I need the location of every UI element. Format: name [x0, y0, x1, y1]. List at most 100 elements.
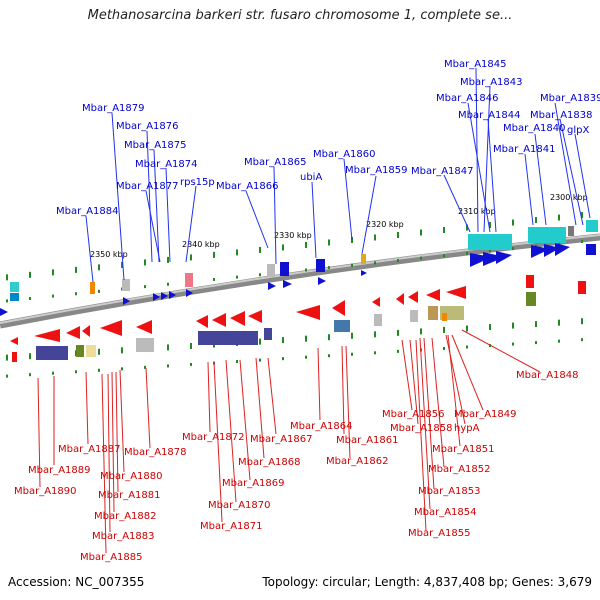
- tick-mark: [282, 244, 284, 251]
- gene-label[interactable]: Mbar_A1838: [530, 110, 593, 121]
- gene-label[interactable]: Mbar_A1872: [182, 432, 245, 443]
- tick-mark: [29, 297, 31, 301]
- gene-label[interactable]: Mbar_A1852: [428, 464, 491, 475]
- gene-label[interactable]: Mbar_A1877: [116, 181, 179, 192]
- tick-mark: [420, 256, 422, 260]
- tick-mark: [167, 364, 169, 368]
- gene-label[interactable]: Mbar_A1878: [124, 447, 187, 458]
- tick-mark: [466, 251, 468, 255]
- gene-label[interactable]: Mbar_A1861: [336, 435, 399, 446]
- tick-mark: [167, 282, 169, 286]
- gene-label[interactable]: Mbar_A1881: [98, 490, 161, 501]
- gene-label[interactable]: ubiA: [300, 172, 322, 183]
- tick-mark: [351, 352, 353, 356]
- gene-label[interactable]: Mbar_A1859: [345, 165, 408, 176]
- gene-label[interactable]: Mbar_A1870: [208, 500, 271, 511]
- gene-label[interactable]: Mbar_A1890: [14, 486, 77, 497]
- tick-mark: [213, 251, 215, 258]
- gene-label[interactable]: Mbar_A1885: [80, 552, 143, 563]
- gene-label[interactable]: Mbar_A1868: [238, 457, 301, 468]
- tick-mark: [236, 275, 238, 279]
- tick-mark: [374, 331, 376, 338]
- gene-label[interactable]: rps15p: [180, 177, 215, 188]
- tick-mark: [581, 338, 583, 342]
- tick-mark: [328, 266, 330, 270]
- tick-mark: [397, 258, 399, 262]
- tick-mark: [374, 351, 376, 355]
- gene-label[interactable]: Mbar_A1864: [290, 421, 353, 432]
- gene-label[interactable]: Mbar_A1866: [216, 181, 279, 192]
- tick-mark: [489, 324, 491, 331]
- gene-label[interactable]: Mbar_A1884: [56, 206, 119, 217]
- tick-mark: [259, 246, 261, 253]
- tick-label: 2300 kbp: [550, 193, 588, 202]
- gene-label[interactable]: Mbar_A1865: [244, 157, 307, 168]
- gene-label[interactable]: Mbar_A1840: [503, 123, 566, 134]
- gene-label[interactable]: Mbar_A1856: [382, 409, 445, 420]
- gene-label[interactable]: Mbar_A1853: [418, 486, 481, 497]
- gene-label[interactable]: Mbar_A1845: [444, 59, 507, 70]
- gene-label[interactable]: Mbar_A1862: [326, 456, 389, 467]
- gene-label[interactable]: Mbar_A1887: [58, 444, 121, 455]
- gene-label[interactable]: Mbar_A1871: [200, 521, 263, 532]
- tick-mark: [535, 217, 537, 224]
- gene-label[interactable]: Mbar_A1860: [313, 149, 376, 160]
- tick-label: 2340 kbp: [182, 240, 220, 249]
- tick-mark: [443, 326, 445, 333]
- top-leaders: [85, 67, 591, 283]
- gene-label[interactable]: Mbar_A1867: [250, 434, 313, 445]
- gene-label[interactable]: Mbar_A1858: [390, 423, 453, 434]
- tick-mark: [167, 344, 169, 351]
- gene-label[interactable]: Mbar_A1880: [100, 471, 163, 482]
- tick-mark: [236, 360, 238, 364]
- gene-label[interactable]: hypA: [454, 423, 480, 434]
- tick-mark: [213, 277, 215, 281]
- tick-mark: [305, 355, 307, 359]
- gene-label[interactable]: Mbar_A1876: [116, 121, 179, 132]
- tick-mark: [443, 254, 445, 258]
- tick-mark: [558, 319, 560, 326]
- tick-mark: [29, 373, 31, 377]
- gene-label[interactable]: Mbar_A1875: [124, 140, 187, 151]
- tick-mark: [190, 342, 192, 349]
- tick-mark: [512, 342, 514, 346]
- tick-mark: [581, 318, 583, 325]
- gene-label[interactable]: Mbar_A1839: [540, 93, 600, 104]
- tick-mark: [98, 264, 100, 271]
- gene-label[interactable]: Mbar_A1889: [28, 465, 91, 476]
- tick-mark: [489, 249, 491, 253]
- tick-mark: [52, 269, 54, 276]
- gene-label[interactable]: Mbar_A1879: [82, 103, 145, 114]
- tick-mark: [581, 212, 583, 219]
- tick-mark: [98, 348, 100, 355]
- gene-label[interactable]: Mbar_A1869: [222, 478, 285, 489]
- gene-label[interactable]: Mbar_A1849: [454, 409, 517, 420]
- gene-label[interactable]: Mbar_A1851: [432, 444, 495, 455]
- tick-mark: [75, 292, 77, 296]
- tick-mark: [397, 329, 399, 336]
- gene-label[interactable]: Mbar_A1843: [460, 77, 523, 88]
- gene-label[interactable]: Mbar_A1854: [414, 507, 477, 518]
- accession-text: Accession: NC_007355: [8, 575, 145, 589]
- tick-mark: [581, 239, 583, 243]
- gene-label[interactable]: Mbar_A1844: [458, 110, 521, 121]
- gene-label[interactable]: Mbar_A1883: [92, 531, 155, 542]
- gene-label[interactable]: glpX: [567, 125, 589, 136]
- gene-label[interactable]: Mbar_A1847: [411, 166, 474, 177]
- gene-label[interactable]: Mbar_A1874: [135, 159, 198, 170]
- gene-label[interactable]: Mbar_A1855: [408, 528, 471, 539]
- tick-mark: [259, 358, 261, 362]
- tick-mark: [558, 339, 560, 343]
- gene-label[interactable]: Mbar_A1846: [436, 93, 499, 104]
- gene-label[interactable]: Mbar_A1848: [516, 370, 579, 381]
- tick-mark: [52, 294, 54, 298]
- tick-mark: [305, 335, 307, 342]
- tick-mark: [144, 285, 146, 289]
- top-labels: Mbar_A1845 Mbar_A1843 Mbar_A1846 Mbar_A1…: [56, 59, 600, 217]
- gene-label[interactable]: Mbar_A1882: [94, 511, 157, 522]
- tick-mark: [420, 229, 422, 236]
- tick-labels: 2350 kbp 2340 kbp 2330 kbp 2320 kbp 2310…: [90, 193, 588, 259]
- tick-mark: [29, 353, 31, 360]
- gene-label[interactable]: Mbar_A1841: [493, 144, 556, 155]
